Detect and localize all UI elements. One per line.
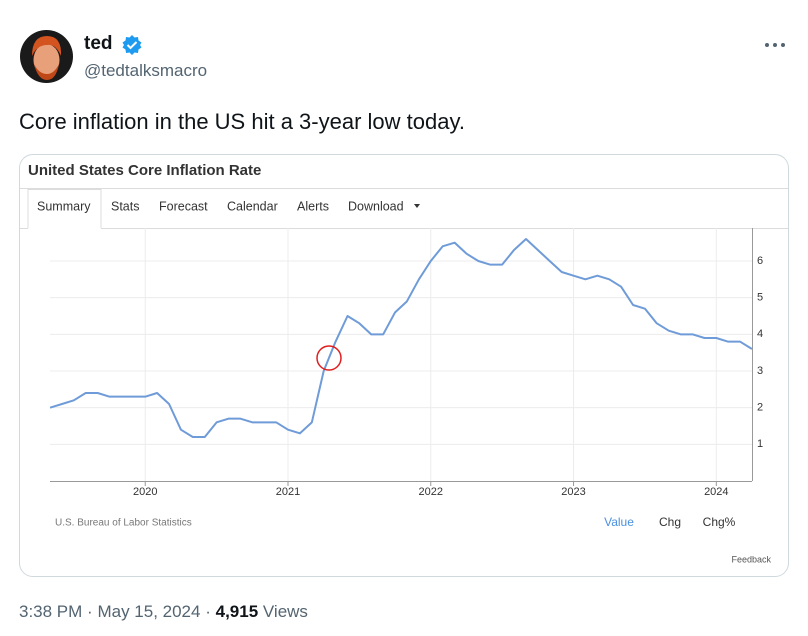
mode-tab[interactable]: Chg bbox=[659, 515, 681, 529]
y-tick-label: 6 bbox=[757, 255, 763, 267]
tab[interactable]: Calendar bbox=[227, 199, 278, 213]
x-tick-label: 2020 bbox=[133, 486, 157, 498]
author-name[interactable]: ted bbox=[84, 33, 113, 54]
x-tick-label: 2024 bbox=[704, 486, 728, 498]
views-label: Views bbox=[262, 602, 308, 621]
active-tab-border bbox=[27, 189, 102, 228]
y-tick-label: 5 bbox=[757, 292, 763, 304]
tab[interactable]: Alerts bbox=[297, 199, 329, 213]
view-count: 4,915 bbox=[215, 602, 259, 621]
tab[interactable]: Stats bbox=[111, 199, 140, 213]
time[interactable]: 3:38 PM bbox=[19, 602, 83, 621]
y-tick-label: 1 bbox=[757, 438, 763, 450]
x-tick-label: 2021 bbox=[276, 486, 300, 498]
y-tick-label: 4 bbox=[757, 328, 763, 340]
separator: · bbox=[87, 602, 93, 621]
more-menu[interactable] bbox=[764, 40, 786, 50]
author-handle[interactable]: @tedtalksmacro bbox=[84, 61, 208, 80]
separator: · bbox=[205, 602, 211, 621]
tabs: Summary Stats Forecast Calendar Alerts Downlo… bbox=[37, 199, 404, 213]
mode-tab[interactable]: Value bbox=[604, 515, 634, 529]
card[interactable] bbox=[19, 154, 789, 577]
y-tick-label: 2 bbox=[757, 402, 763, 414]
source: U.S. Bureau of Labor Statistics bbox=[55, 518, 192, 529]
tweet-text: Core inflation in the US hit a 3-year lo… bbox=[19, 109, 465, 134]
highlight-circle bbox=[316, 345, 342, 371]
y-tick-label: 3 bbox=[757, 365, 763, 377]
data-line bbox=[49, 238, 753, 438]
tab[interactable]: Forecast bbox=[159, 199, 208, 213]
tab[interactable]: Download bbox=[348, 199, 404, 213]
tab[interactable]: Summary bbox=[37, 199, 91, 213]
plot: 1 2 3 4 5 6 2020 2021 2022 2023 2024 bbox=[49, 228, 763, 498]
x-tick-label: 2022 bbox=[419, 486, 443, 498]
dropdown-arrow bbox=[414, 204, 420, 208]
date[interactable]: May 15, 2024 bbox=[97, 602, 201, 621]
card-title: United States Core Inflation Rate bbox=[28, 162, 261, 179]
verified-badge bbox=[122, 35, 142, 55]
x-tick-label: 2023 bbox=[561, 486, 585, 498]
mode-tab[interactable]: Chg% bbox=[703, 515, 736, 529]
avatar[interactable] bbox=[20, 30, 73, 83]
feedback-link[interactable]: Feedback bbox=[731, 554, 771, 564]
tweet-meta: 3:38 PM · May 15, 2024 · 4,915 Views bbox=[19, 602, 308, 622]
